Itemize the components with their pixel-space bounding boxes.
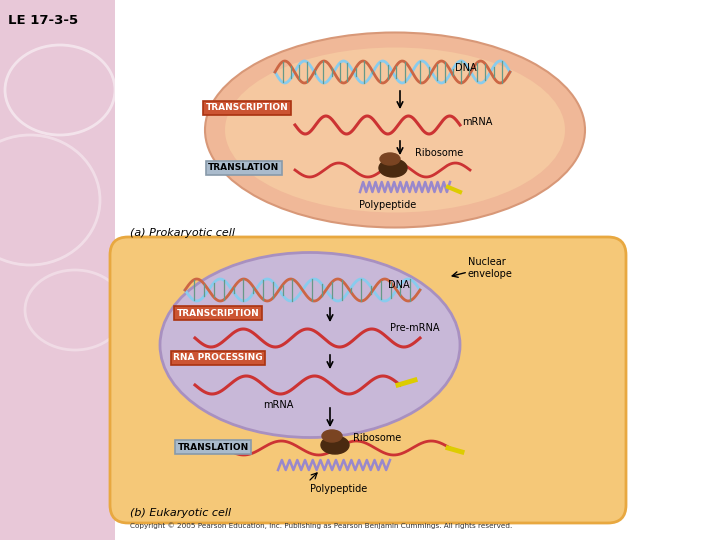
Text: Nuclear
envelope: Nuclear envelope	[468, 257, 513, 279]
Ellipse shape	[225, 48, 565, 213]
Text: (a) Prokaryotic cell: (a) Prokaryotic cell	[130, 228, 235, 238]
Text: Polypeptide: Polypeptide	[310, 484, 367, 494]
Text: Pre-mRNA: Pre-mRNA	[390, 323, 439, 333]
Text: mRNA: mRNA	[462, 117, 492, 127]
Text: TRANSCRIPTION: TRANSCRIPTION	[206, 104, 289, 112]
Text: Ribosome: Ribosome	[353, 433, 401, 443]
Ellipse shape	[205, 32, 585, 227]
Text: DNA: DNA	[388, 280, 410, 290]
Text: TRANSLATION: TRANSLATION	[208, 164, 279, 172]
Text: TRANSCRIPTION: TRANSCRIPTION	[176, 308, 259, 318]
Ellipse shape	[321, 436, 349, 454]
FancyBboxPatch shape	[110, 237, 626, 523]
Text: Copyright © 2005 Pearson Education, Inc. Publishing as Pearson Benjamin Cummings: Copyright © 2005 Pearson Education, Inc.…	[130, 522, 512, 529]
Ellipse shape	[322, 430, 342, 442]
Text: Polypeptide: Polypeptide	[359, 200, 417, 210]
Text: LE 17-3-5: LE 17-3-5	[8, 14, 78, 27]
Text: Ribosome: Ribosome	[415, 148, 463, 158]
Text: mRNA: mRNA	[263, 400, 293, 410]
Ellipse shape	[379, 159, 407, 177]
Text: TRANSLATION: TRANSLATION	[177, 442, 248, 451]
Ellipse shape	[380, 153, 400, 165]
Text: DNA: DNA	[455, 63, 477, 73]
FancyBboxPatch shape	[0, 0, 115, 540]
Text: RNA PROCESSING: RNA PROCESSING	[174, 354, 263, 362]
Text: (b) Eukaryotic cell: (b) Eukaryotic cell	[130, 508, 231, 518]
Ellipse shape	[160, 253, 460, 437]
